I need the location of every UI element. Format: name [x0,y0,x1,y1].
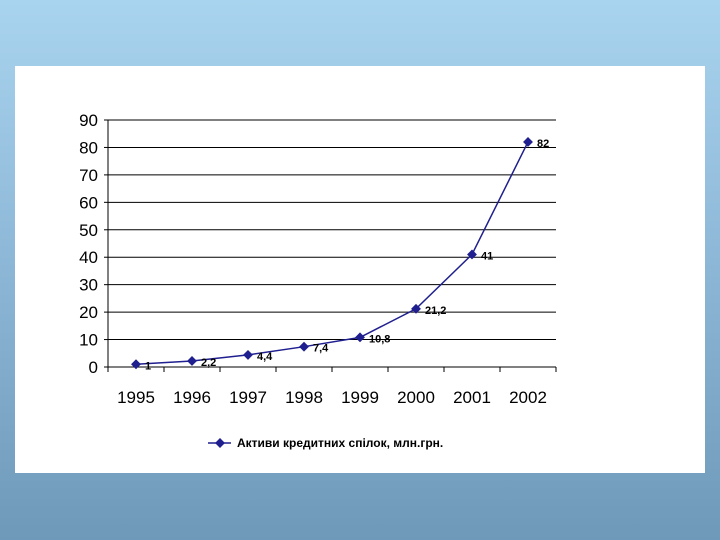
y-tick-label: 10 [79,331,98,350]
y-tick-label: 80 [79,138,98,157]
y-tick-label: 90 [79,111,98,130]
data-point [523,137,533,147]
x-tick-label: 2000 [397,388,435,407]
y-tick-label: 50 [79,221,98,240]
data-label: 41 [481,250,493,262]
data-point [187,356,197,366]
data-label: 82 [537,138,549,150]
legend-marker [215,438,225,448]
line-chart: 0 10 20 30 40 50 60 70 80 90 1995 1996 1997 1998 1999… [79,111,557,450]
x-tick-label: 1996 [173,388,211,407]
data-label: 4,4 [257,351,273,363]
data-point [355,332,365,343]
x-tick-label: 2002 [509,388,547,407]
x-tick-label: 1999 [341,388,379,407]
y-tick-label: 0 [89,358,98,377]
y-tick-label: 60 [79,193,98,212]
x-tick-label: 1995 [117,388,155,407]
x-tick-label: 2001 [453,388,491,407]
legend-label: Активи кредитних спілок, млн.грн. [237,436,443,450]
y-tick-label: 70 [79,166,98,185]
data-label: 2,2 [201,357,216,369]
data-point [243,349,253,360]
data-label: 10,8 [369,333,390,345]
data-label: 1 [145,360,151,372]
data-point [131,359,141,370]
y-tick-labels: 0 10 20 30 40 50 60 70 80 90 [79,111,98,377]
data-point [299,341,309,352]
x-tick-label: 1998 [285,388,323,407]
y-tick-label: 40 [79,248,98,267]
chart-card: 0 10 20 30 40 50 60 70 80 90 1995 1996 1997 1998 1999… [15,66,705,473]
series-line [135,141,529,366]
gridlines [108,119,556,341]
legend: Активи кредитних спілок, млн.грн. [208,436,443,450]
data-label: 7,4 [313,343,329,355]
x-tick-labels: 1995 1996 1997 1998 1999 2000 2001 2002 [117,388,547,407]
y-tick-label: 30 [79,276,98,295]
x-tick-label: 1997 [229,388,267,407]
y-tick-label: 20 [79,303,98,322]
axes [104,119,557,372]
data-label: 21,2 [425,305,446,317]
series-group: 1 2,2 4,4 7,4 10,8 21,2 41 82 [131,137,549,372]
